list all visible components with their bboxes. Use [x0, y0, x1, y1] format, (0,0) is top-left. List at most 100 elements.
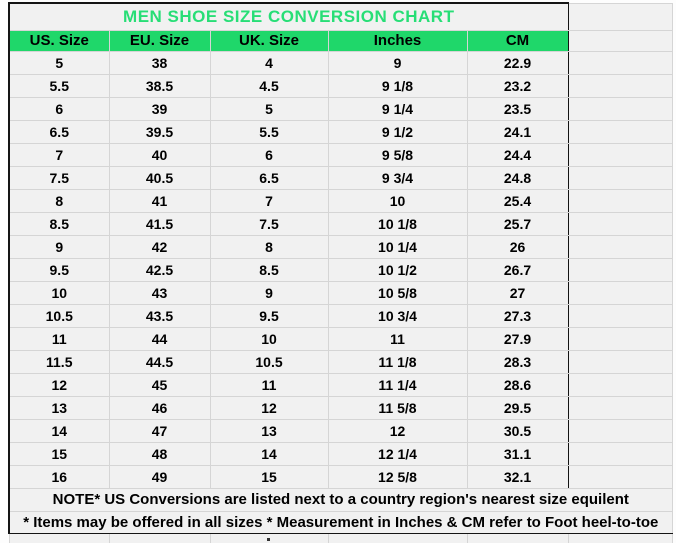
table-cell: 39 — [108, 96, 211, 121]
table-cell: 25.4 — [466, 188, 569, 213]
table-cell: 11 1/8 — [327, 349, 468, 374]
table-row: 6.5 39.5 5.5 9 1/2 24.1 — [8, 119, 673, 144]
table-cell: 12 — [8, 372, 110, 397]
table-cell: 7.5 — [8, 165, 110, 190]
table-cell: 27.9 — [466, 326, 569, 351]
empty-cell — [567, 349, 673, 374]
table-cell: 45 — [108, 372, 211, 397]
table-cell: 10 1/2 — [327, 257, 468, 282]
table-cell: 11 — [327, 326, 468, 351]
table-cell: 9 — [209, 280, 329, 305]
table-row: 5.5 38.5 4.5 9 1/8 23.2 — [8, 73, 673, 98]
table-cell: 10 3/4 — [327, 303, 468, 328]
table-cell: 14 — [209, 441, 329, 466]
table-cell: 6.5 — [209, 165, 329, 190]
table-row: 8.5 41.5 7.5 10 1/8 25.7 — [8, 211, 673, 236]
empty-cell — [567, 188, 673, 213]
empty-cell — [8, 532, 110, 543]
empty-cell — [567, 464, 673, 489]
column-header-uk-size: UK. Size — [209, 29, 329, 52]
table-cell: 4 — [209, 50, 329, 75]
table-cell: 26 — [466, 234, 569, 259]
table-cell: 9 — [327, 50, 468, 75]
table-cell: 10.5 — [209, 349, 329, 374]
table-cell: 38 — [108, 50, 211, 75]
table-cell: 10.5 — [8, 303, 110, 328]
table-cell: 10 — [8, 280, 110, 305]
table-cell: 5 — [8, 50, 110, 75]
empty-cell — [567, 395, 673, 420]
table-cell: 11 1/4 — [327, 372, 468, 397]
empty-cell — [567, 303, 673, 328]
table-row: 7.5 40.5 6.5 9 3/4 24.8 — [8, 165, 673, 190]
empty-cell — [567, 326, 673, 351]
empty-cell — [567, 280, 673, 305]
table-row: 9 42 8 10 1/4 26 — [8, 234, 673, 259]
table-cell: 11 — [8, 326, 110, 351]
table-cell: 6.5 — [8, 119, 110, 144]
table-cell: 41.5 — [108, 211, 211, 236]
table-cell: 6 — [209, 142, 329, 167]
table-cell: 29.5 — [466, 395, 569, 420]
table-cell: 44.5 — [108, 349, 211, 374]
table-cell: 44 — [108, 326, 211, 351]
table-cell: 41 — [108, 188, 211, 213]
table-cell: 9.5 — [209, 303, 329, 328]
table-cell: 31.1 — [466, 441, 569, 466]
partial-clipped-row — [8, 532, 673, 543]
table-cell: 11 — [209, 372, 329, 397]
table-cell: 9 1/8 — [327, 73, 468, 98]
column-header-inches: Inches — [327, 29, 468, 52]
note-text-1: NOTE* US Conversions are listed next to … — [7, 487, 673, 512]
table-cell: 27.3 — [466, 303, 569, 328]
empty-cell — [567, 2, 673, 31]
table-cell: 42.5 — [108, 257, 211, 282]
table-cell: 9.5 — [8, 257, 110, 282]
table-cell: 12 — [209, 395, 329, 420]
note-text-2-inner: * Items may be offered in all sizes * Me… — [23, 513, 659, 531]
table-cell: 11.5 — [8, 349, 110, 374]
table-cell: 42 — [108, 234, 211, 259]
clipped-text-fragment — [267, 538, 270, 541]
table-cell: 10 — [327, 188, 468, 213]
table-cell: 8.5 — [8, 211, 110, 236]
table-row: 14 47 13 12 30.5 — [8, 418, 673, 443]
note-row-1: NOTE* US Conversions are listed next to … — [7, 487, 673, 512]
table-cell: 13 — [8, 395, 110, 420]
table-title: MEN SHOE SIZE CONVERSION CHART — [7, 2, 569, 31]
table-cell: 7.5 — [209, 211, 329, 236]
table-cell: 23.5 — [466, 96, 569, 121]
empty-cell — [567, 142, 673, 167]
table-cell: 12 1/4 — [327, 441, 468, 466]
table-cell: 22.9 — [466, 50, 569, 75]
table-cell: 24.1 — [466, 119, 569, 144]
empty-cell — [567, 418, 673, 443]
table-cell: 26.7 — [466, 257, 569, 282]
table-cell: 16 — [8, 464, 110, 489]
table-row: 11 44 10 11 27.9 — [8, 326, 673, 351]
table-cell: 40.5 — [108, 165, 211, 190]
table-cell: 9 1/2 — [327, 119, 468, 144]
table-cell: 39.5 — [108, 119, 211, 144]
table-cell: 10 1/4 — [327, 234, 468, 259]
table-cell: 48 — [108, 441, 211, 466]
title-row: MEN SHOE SIZE CONVERSION CHART — [7, 2, 673, 31]
table-cell: 8 — [209, 234, 329, 259]
column-header-us-size: US. Size — [8, 29, 110, 52]
table-row: 11.5 44.5 10.5 11 1/8 28.3 — [8, 349, 673, 374]
table-cell: 49 — [108, 464, 211, 489]
table-body: 5 38 4 9 22.9 5.5 38.5 4.5 9 1/8 23.2 6 39 5 9 1/4 23.… — [8, 50, 673, 489]
table-cell: 10 — [209, 326, 329, 351]
table-cell: 8 — [8, 188, 110, 213]
table-row: 16 49 15 12 5/8 32.1 — [8, 464, 673, 489]
column-header-eu-size: EU. Size — [108, 29, 211, 52]
table-cell: 38.5 — [108, 73, 211, 98]
table-cell: 46 — [108, 395, 211, 420]
empty-cell — [567, 234, 673, 259]
table-row: 9.5 42.5 8.5 10 1/2 26.7 — [8, 257, 673, 282]
table-row: 8 41 7 10 25.4 — [8, 188, 673, 213]
empty-cell — [567, 165, 673, 190]
header-row: US. Size EU. Size UK. Size Inches CM — [8, 29, 673, 52]
empty-cell — [567, 96, 673, 121]
